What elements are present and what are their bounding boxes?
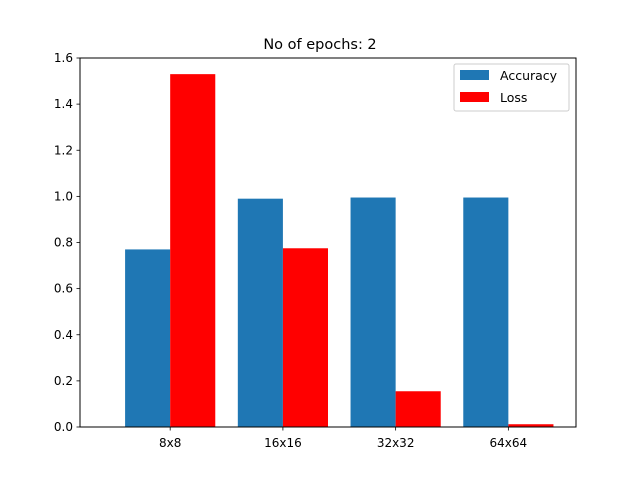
y-tick-label: 0.4 — [54, 328, 73, 342]
bar-loss-64x64 — [508, 424, 554, 427]
bars-layer — [125, 74, 554, 428]
legend-label-accuracy: Accuracy — [500, 68, 558, 83]
x-tick-label: 16x16 — [264, 436, 302, 450]
x-tick-label: 64x64 — [490, 436, 528, 450]
y-tick-label: 0.2 — [54, 374, 73, 388]
legend: Accuracy Loss — [453, 63, 570, 112]
bar-loss-16x16 — [282, 248, 328, 427]
legend-label-loss: Loss — [500, 90, 527, 105]
x-axis: 8x8 16x16 32x32 64x64 — [159, 427, 527, 450]
x-tick-label: 32x32 — [377, 436, 415, 450]
y-tick-label: 0.6 — [54, 282, 73, 296]
legend-swatch-accuracy — [460, 70, 489, 80]
x-tick-label: 8x8 — [159, 436, 181, 450]
bar-loss-32x32 — [395, 391, 441, 427]
y-tick-label: 1.0 — [54, 189, 73, 203]
bar-loss-8x8 — [170, 74, 216, 428]
y-axis: 0.0 0.2 0.4 0.6 0.8 1.0 1.2 1.4 1.6 — [54, 51, 80, 434]
bar-accuracy-16x16 — [237, 198, 283, 427]
bar-accuracy-64x64 — [463, 197, 509, 427]
y-tick-label: 1.4 — [54, 97, 73, 111]
chart-title: No of epochs: 2 — [263, 37, 376, 53]
y-tick-label: 1.6 — [54, 51, 73, 65]
y-tick-label: 0.8 — [54, 236, 73, 250]
legend-swatch-loss — [460, 92, 489, 102]
bar-accuracy-8x8 — [125, 249, 171, 427]
y-tick-label: 1.2 — [54, 143, 73, 157]
bar-accuracy-32x32 — [350, 197, 396, 427]
y-tick-label: 0.0 — [54, 420, 73, 434]
